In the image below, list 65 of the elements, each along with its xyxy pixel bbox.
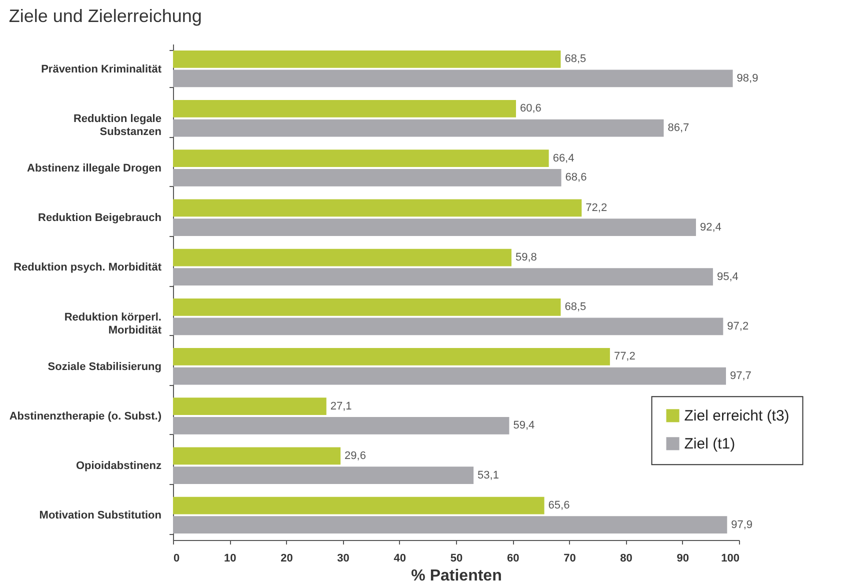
bar	[173, 298, 561, 316]
x-tick-label: 70	[564, 552, 576, 564]
bar	[173, 168, 562, 186]
bar	[173, 100, 516, 118]
y-tick-label: Motivation Substitution	[39, 510, 162, 522]
data-label: 68,6	[565, 172, 587, 184]
bar	[173, 318, 724, 336]
data-label: 72,2	[586, 202, 608, 214]
data-label: 97,9	[731, 518, 753, 531]
x-axis-title: % Patienten	[411, 568, 502, 584]
bar	[173, 70, 733, 88]
data-label: 92,4	[700, 221, 722, 234]
y-tick-label: Reduktion Beigebrauch	[38, 212, 162, 224]
bar	[173, 516, 728, 534]
x-tick-label: 60	[506, 552, 520, 564]
y-tick-label: Abstinenztherapie (o. Subst.)	[9, 410, 162, 422]
legend-label: Ziel erreicht (t3)	[684, 408, 790, 425]
y-tick-label: Opioidabstinenz	[76, 460, 162, 472]
x-tick-label: 10	[224, 552, 236, 564]
chart-title: Ziele und Zielerreichung	[8, 6, 202, 26]
x-tick-label: 80	[620, 552, 632, 564]
y-tick-label: Prävention Kriminalität	[41, 63, 162, 76]
y-tick-label: Abstinenz illegale Drogen	[27, 162, 162, 174]
bar	[173, 199, 582, 217]
y-tick-label: Reduktion legale Substanzen	[73, 112, 162, 138]
x-tick-label: 50	[450, 552, 463, 564]
bar	[173, 150, 549, 168]
x-tick-label: 40	[394, 552, 406, 564]
data-label: 53,1	[478, 469, 499, 482]
data-label: 95,4	[716, 270, 738, 283]
bar	[173, 348, 610, 366]
bar	[173, 248, 512, 266]
x-tick-label: 0	[174, 552, 180, 564]
x-tick-label: 30	[337, 552, 350, 564]
data-label: 77,2	[614, 350, 636, 363]
data-label: 65,6	[548, 500, 570, 512]
bar	[173, 496, 544, 514]
y-tick-label: Reduktion psych. Morbidität	[14, 262, 162, 274]
bar	[173, 268, 713, 286]
bar	[173, 50, 561, 68]
bar	[173, 447, 341, 465]
data-label: 98,9	[736, 72, 758, 84]
data-label: 29,6	[344, 450, 366, 462]
data-label: 86,7	[668, 122, 690, 134]
bar	[173, 218, 696, 236]
bar	[173, 367, 726, 385]
data-label: 59,4	[513, 420, 535, 432]
bar	[173, 398, 326, 416]
y-tick-label: Reduktion körperl. Morbidität	[64, 311, 162, 336]
bar	[173, 416, 510, 434]
data-label: 66,4	[552, 152, 574, 164]
data-label: 97,2	[727, 320, 749, 332]
x-tick-label: 20	[280, 552, 293, 564]
data-label: 27,1	[330, 400, 352, 412]
data-label: 59,8	[515, 252, 537, 264]
data-label: 60,6	[520, 102, 542, 115]
bar	[173, 466, 474, 484]
x-tick-label: 100	[721, 552, 740, 564]
data-label: 97,7	[730, 370, 752, 382]
x-tick-label: 90	[676, 552, 690, 564]
y-tick-label: Soziale Stabilisierung	[48, 360, 162, 373]
bar	[173, 119, 664, 137]
data-label: 68,5	[564, 53, 586, 66]
data-label: 68,5	[564, 301, 586, 314]
legend-label: Ziel (t1)	[684, 436, 736, 453]
